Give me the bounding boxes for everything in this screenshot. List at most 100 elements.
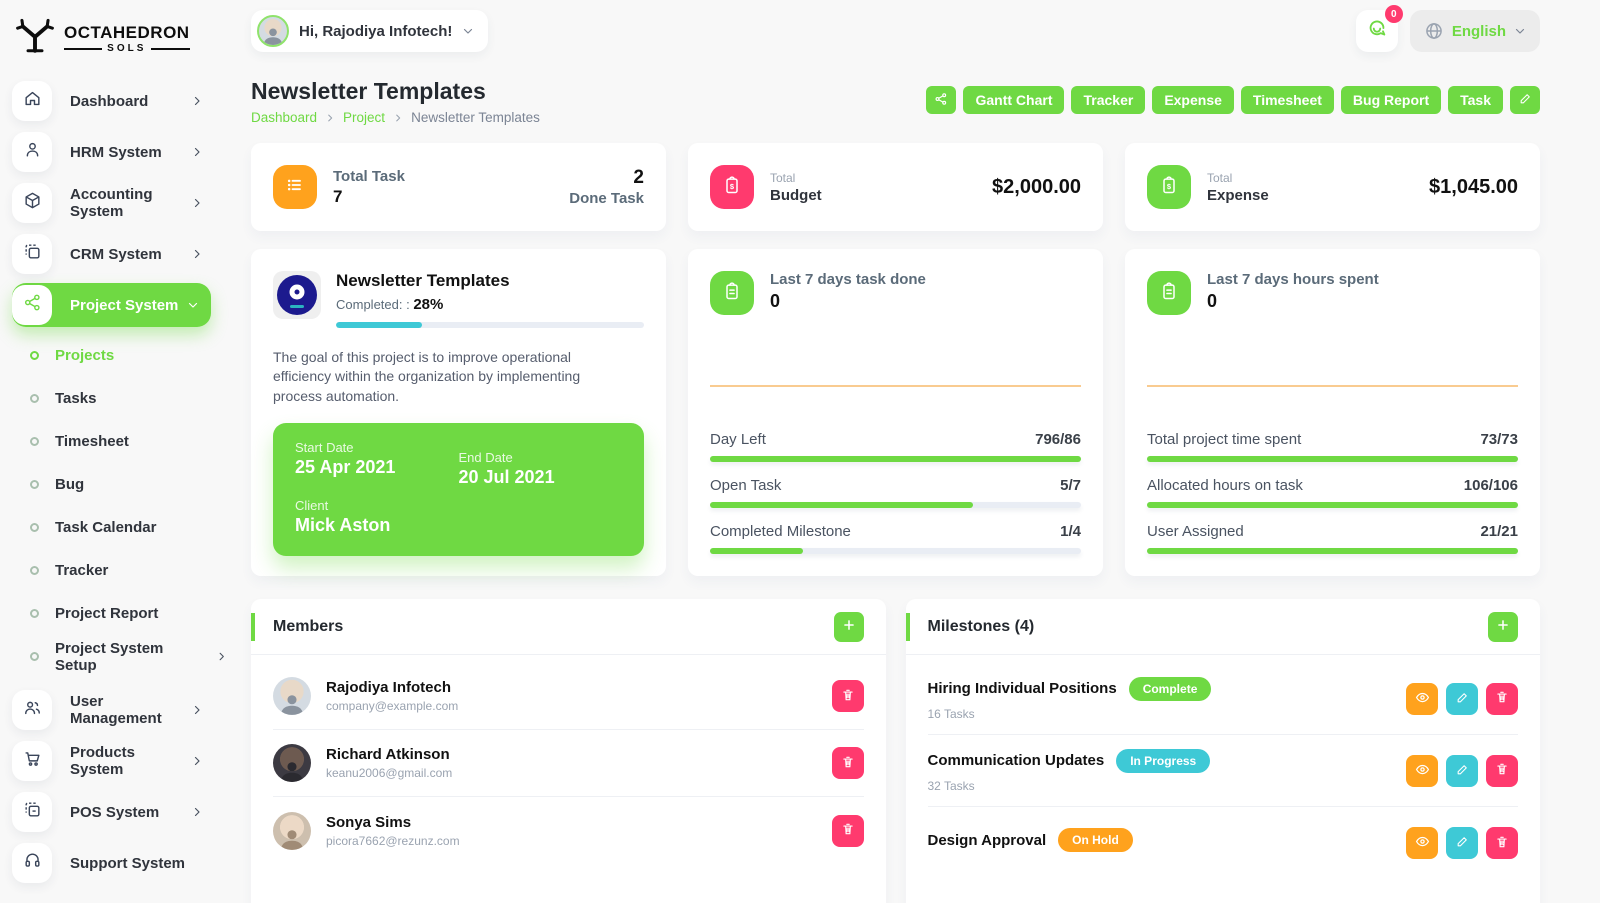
- sidebar-item-crm-system[interactable]: CRM System: [12, 232, 211, 276]
- milestone-row: Design Approval On Hold: [928, 807, 1518, 879]
- share-button[interactable]: [926, 86, 957, 114]
- expense-total-label: Total: [1207, 170, 1233, 185]
- person-icon: [23, 140, 42, 164]
- sidebar-subitem-tasks[interactable]: Tasks: [12, 377, 235, 420]
- delete-milestone-button[interactable]: [1486, 754, 1518, 787]
- breadcrumb-current: Newsletter Templates: [411, 110, 540, 125]
- bullet-icon: [30, 437, 39, 446]
- edit-milestone-button[interactable]: [1446, 827, 1478, 859]
- member-avatar: [273, 677, 311, 715]
- sidebar-item-user-management[interactable]: User Management: [12, 688, 211, 732]
- edit-milestone-button[interactable]: [1446, 754, 1478, 787]
- allocated-hours-value: 106/106: [1463, 477, 1518, 494]
- edit-project-button[interactable]: [1510, 86, 1540, 114]
- sidebar-item-hrm-system[interactable]: HRM System: [12, 130, 211, 174]
- chevron-right-icon: [191, 755, 203, 767]
- sidebar-subitem-task-calendar[interactable]: Task Calendar: [12, 506, 235, 549]
- project-dates-panel: Start Date 25 Apr 2021 End Date 20 Jul 2…: [273, 422, 644, 556]
- sidebar-subitem-bug[interactable]: Bug: [12, 463, 235, 506]
- brand-logo[interactable]: OCTAHEDRON SOLS: [12, 10, 235, 79]
- milestone-task-count: 16 Tasks: [927, 706, 975, 721]
- allocated-hours-progress: [1147, 502, 1518, 508]
- chevron-down-icon: [187, 299, 199, 311]
- svg-text:$: $: [730, 181, 735, 190]
- chevron-down-icon: [1514, 25, 1526, 37]
- delete-member-button[interactable]: [831, 747, 864, 779]
- member-row: Richard Atkinson keanu2006@gmail.com: [273, 730, 864, 797]
- sidebar-item-dashboard[interactable]: Dashboard: [12, 79, 211, 123]
- milestone-name: Communication Updates: [927, 752, 1105, 769]
- sidebar-item-accounting-system[interactable]: Accounting System: [12, 181, 211, 225]
- milestone-row: Hiring Individual Positions Complete 16 …: [927, 663, 1518, 735]
- member-row: Rajodiya Infotech company@example.com: [273, 663, 864, 730]
- share-icon: [934, 92, 948, 109]
- sidebar-item-products-system[interactable]: Products System: [12, 739, 211, 783]
- day-left-label: Day Left: [710, 431, 766, 448]
- hours-sparkline: [1147, 339, 1518, 387]
- bug-report-button[interactable]: Bug Report: [1340, 86, 1442, 114]
- gantt-chart-button[interactable]: Gantt Chart: [963, 86, 1065, 114]
- view-milestone-button[interactable]: [1406, 754, 1438, 787]
- cart-icon: [23, 749, 42, 773]
- messages-button[interactable]: 0: [1355, 5, 1403, 52]
- sidebar-item-project-system[interactable]: Project System: [12, 283, 211, 327]
- language-label: English: [1451, 22, 1506, 40]
- view-milestone-button[interactable]: [1406, 827, 1438, 859]
- sidebar-item-support-system[interactable]: Support System: [12, 841, 211, 885]
- tracker-button[interactable]: Tracker: [1071, 86, 1146, 114]
- budget-total-label: Total: [770, 170, 796, 185]
- users-icon: [23, 698, 42, 722]
- delete-member-button[interactable]: [831, 814, 864, 847]
- sidebar-subitem-timesheet[interactable]: Timesheet: [12, 420, 235, 463]
- pencil-icon: [1519, 92, 1532, 108]
- completed-milestone-value: 1/4: [1060, 523, 1081, 540]
- chevron-right-icon: [191, 806, 203, 818]
- bullet-icon: [30, 652, 39, 661]
- delete-milestone-button[interactable]: [1486, 682, 1518, 715]
- day-left-progress: [710, 456, 1081, 462]
- clipboard-dollar-icon: $: [722, 175, 742, 200]
- sidebar-item-pos-system[interactable]: POS System: [12, 790, 211, 834]
- edit-milestone-button[interactable]: [1446, 682, 1478, 715]
- bullet-icon: [30, 394, 39, 403]
- delete-milestone-button[interactable]: [1486, 827, 1518, 859]
- sidebar-subitem-project-report[interactable]: Project Report: [12, 592, 235, 635]
- milestone-row: Communication Updates In Progress 32 Tas…: [927, 735, 1518, 807]
- time-spent-row: Total project time spent 73/73: [1147, 431, 1518, 462]
- trash-icon: [1495, 762, 1509, 779]
- sidebar-subitem-projects[interactable]: Projects: [12, 334, 235, 377]
- expense-amount: $1,045.00: [1429, 175, 1518, 198]
- breadcrumb-dashboard[interactable]: Dashboard: [251, 110, 318, 125]
- delete-member-button[interactable]: [831, 680, 864, 712]
- svg-text:$: $: [1167, 181, 1172, 190]
- members-card: Members Rajodiya Infotech company@exampl…: [251, 599, 886, 903]
- add-member-button[interactable]: [833, 611, 864, 642]
- plus-icon: [1496, 618, 1510, 635]
- task-sparkline: [710, 339, 1081, 387]
- expense-button[interactable]: Expense: [1152, 86, 1234, 114]
- user-menu[interactable]: Hi, Rajodiya Infotech!: [251, 10, 489, 52]
- project-progress-bar: [336, 322, 644, 328]
- task-button[interactable]: Task: [1448, 86, 1503, 114]
- add-milestone-button[interactable]: [1488, 611, 1518, 642]
- budget-label: Budget: [770, 186, 822, 204]
- chevron-right-icon: [191, 704, 203, 716]
- trash-icon: [1495, 690, 1509, 707]
- bullet-icon: [30, 480, 39, 489]
- user-greeting: Hi, Rajodiya Infotech!: [299, 22, 453, 40]
- start-date-value: 25 Apr 2021: [295, 456, 396, 477]
- sidebar-subitem-project-system-setup[interactable]: Project System Setup: [12, 635, 235, 678]
- member-name: Rajodiya Infotech: [326, 679, 452, 696]
- trash-icon: [841, 755, 855, 772]
- language-selector[interactable]: English: [1409, 10, 1540, 52]
- breadcrumb-project[interactable]: Project: [343, 110, 386, 125]
- sidebar-subitem-tracker[interactable]: Tracker: [12, 549, 235, 592]
- timesheet-button[interactable]: Timesheet: [1240, 86, 1334, 114]
- member-avatar: [273, 811, 311, 850]
- day-left-row: Day Left 796/86: [710, 431, 1081, 462]
- task-list-icon: [285, 175, 305, 200]
- total-budget-card: $ Total Budget $2,000.00: [688, 143, 1103, 231]
- milestones-title: Milestones (4): [927, 617, 1035, 635]
- view-milestone-button[interactable]: [1406, 682, 1438, 715]
- done-task-value: 2: [633, 167, 644, 188]
